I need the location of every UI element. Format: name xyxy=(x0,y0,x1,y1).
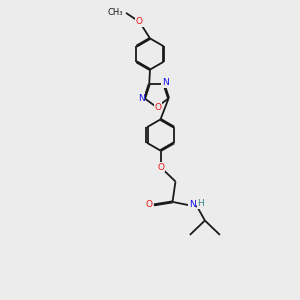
Text: O: O xyxy=(154,103,161,112)
Text: CH₃: CH₃ xyxy=(107,8,123,17)
Text: N: N xyxy=(189,200,196,209)
Text: H: H xyxy=(198,200,204,208)
Text: N: N xyxy=(162,78,169,87)
Text: N: N xyxy=(138,94,144,103)
Text: O: O xyxy=(145,200,152,209)
Text: O: O xyxy=(136,17,143,26)
Text: O: O xyxy=(157,163,164,172)
